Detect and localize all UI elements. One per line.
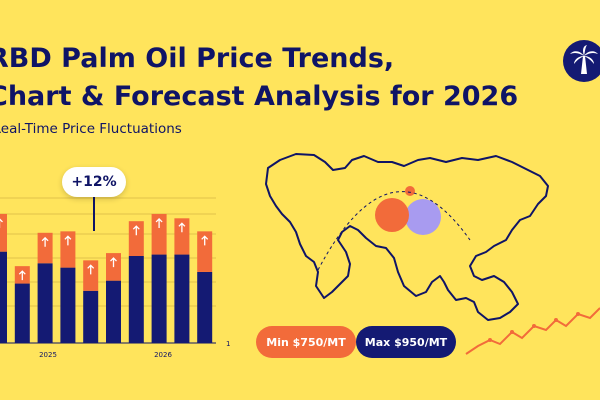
up-arrow-icon	[87, 264, 95, 275]
trend-point	[532, 324, 536, 328]
max-price-badge: Max $950/MT	[356, 326, 456, 358]
bar-segment-navy	[128, 256, 144, 343]
bar-segment-navy	[106, 280, 121, 343]
bar-segment-orange	[151, 213, 167, 255]
bar-segment-orange	[37, 232, 53, 264]
bar-segment-navy	[197, 271, 213, 343]
map-bubble-orange-large	[375, 198, 409, 232]
trend-point	[576, 312, 580, 316]
percent-change-callout: +12%	[62, 167, 126, 197]
up-arrow-icon	[18, 270, 26, 281]
up-arrow-icon	[0, 218, 3, 228]
bar-segment-navy	[37, 263, 53, 343]
page-title: RBD Palm Oil Price Trends, Chart & Forec…	[0, 40, 548, 116]
trend-point	[554, 318, 558, 322]
palm-tree-icon	[563, 40, 600, 82]
y-tick-label: 1	[226, 340, 230, 348]
up-arrow-icon	[41, 236, 49, 247]
bar-segment-navy	[60, 267, 76, 343]
bar-segment-orange	[0, 213, 7, 252]
world-map-outline	[265, 153, 549, 321]
bar-segment-navy	[83, 290, 99, 343]
bar-segment-orange	[83, 260, 99, 291]
bar-segment-navy	[14, 283, 30, 343]
x-tick-label: 2025	[39, 351, 57, 359]
up-arrow-icon	[201, 235, 209, 246]
bar-segment-navy	[174, 254, 190, 343]
up-arrow-icon	[155, 218, 163, 228]
page-subtitle: Real-Time Price Fluctuations	[0, 121, 182, 137]
bar-segment-orange	[197, 231, 213, 272]
map-bubble-purple	[405, 199, 441, 235]
bar-segment-navy	[151, 254, 167, 343]
x-tick-label: 2026	[154, 351, 172, 359]
bar-segment-orange	[128, 221, 144, 256]
up-arrow-icon	[178, 222, 186, 233]
up-arrow-icon	[64, 235, 72, 246]
up-arrow-icon	[132, 225, 140, 236]
map-bubble-orange-small	[405, 186, 415, 196]
trend-point	[488, 338, 492, 342]
bar-segment-orange	[60, 231, 76, 268]
bar-segment-navy	[0, 251, 7, 343]
map-dashed-arc	[317, 191, 471, 271]
title-line-2: Chart & Forecast Analysis for 2026	[0, 81, 519, 112]
min-price-badge: Min $750/MT	[256, 326, 356, 358]
title-line-1: RBD Palm Oil Price Trends,	[0, 43, 395, 74]
bar-segment-orange	[174, 218, 190, 255]
trend-point	[510, 330, 514, 334]
up-arrow-icon	[110, 257, 117, 268]
callout-connector	[93, 197, 95, 231]
